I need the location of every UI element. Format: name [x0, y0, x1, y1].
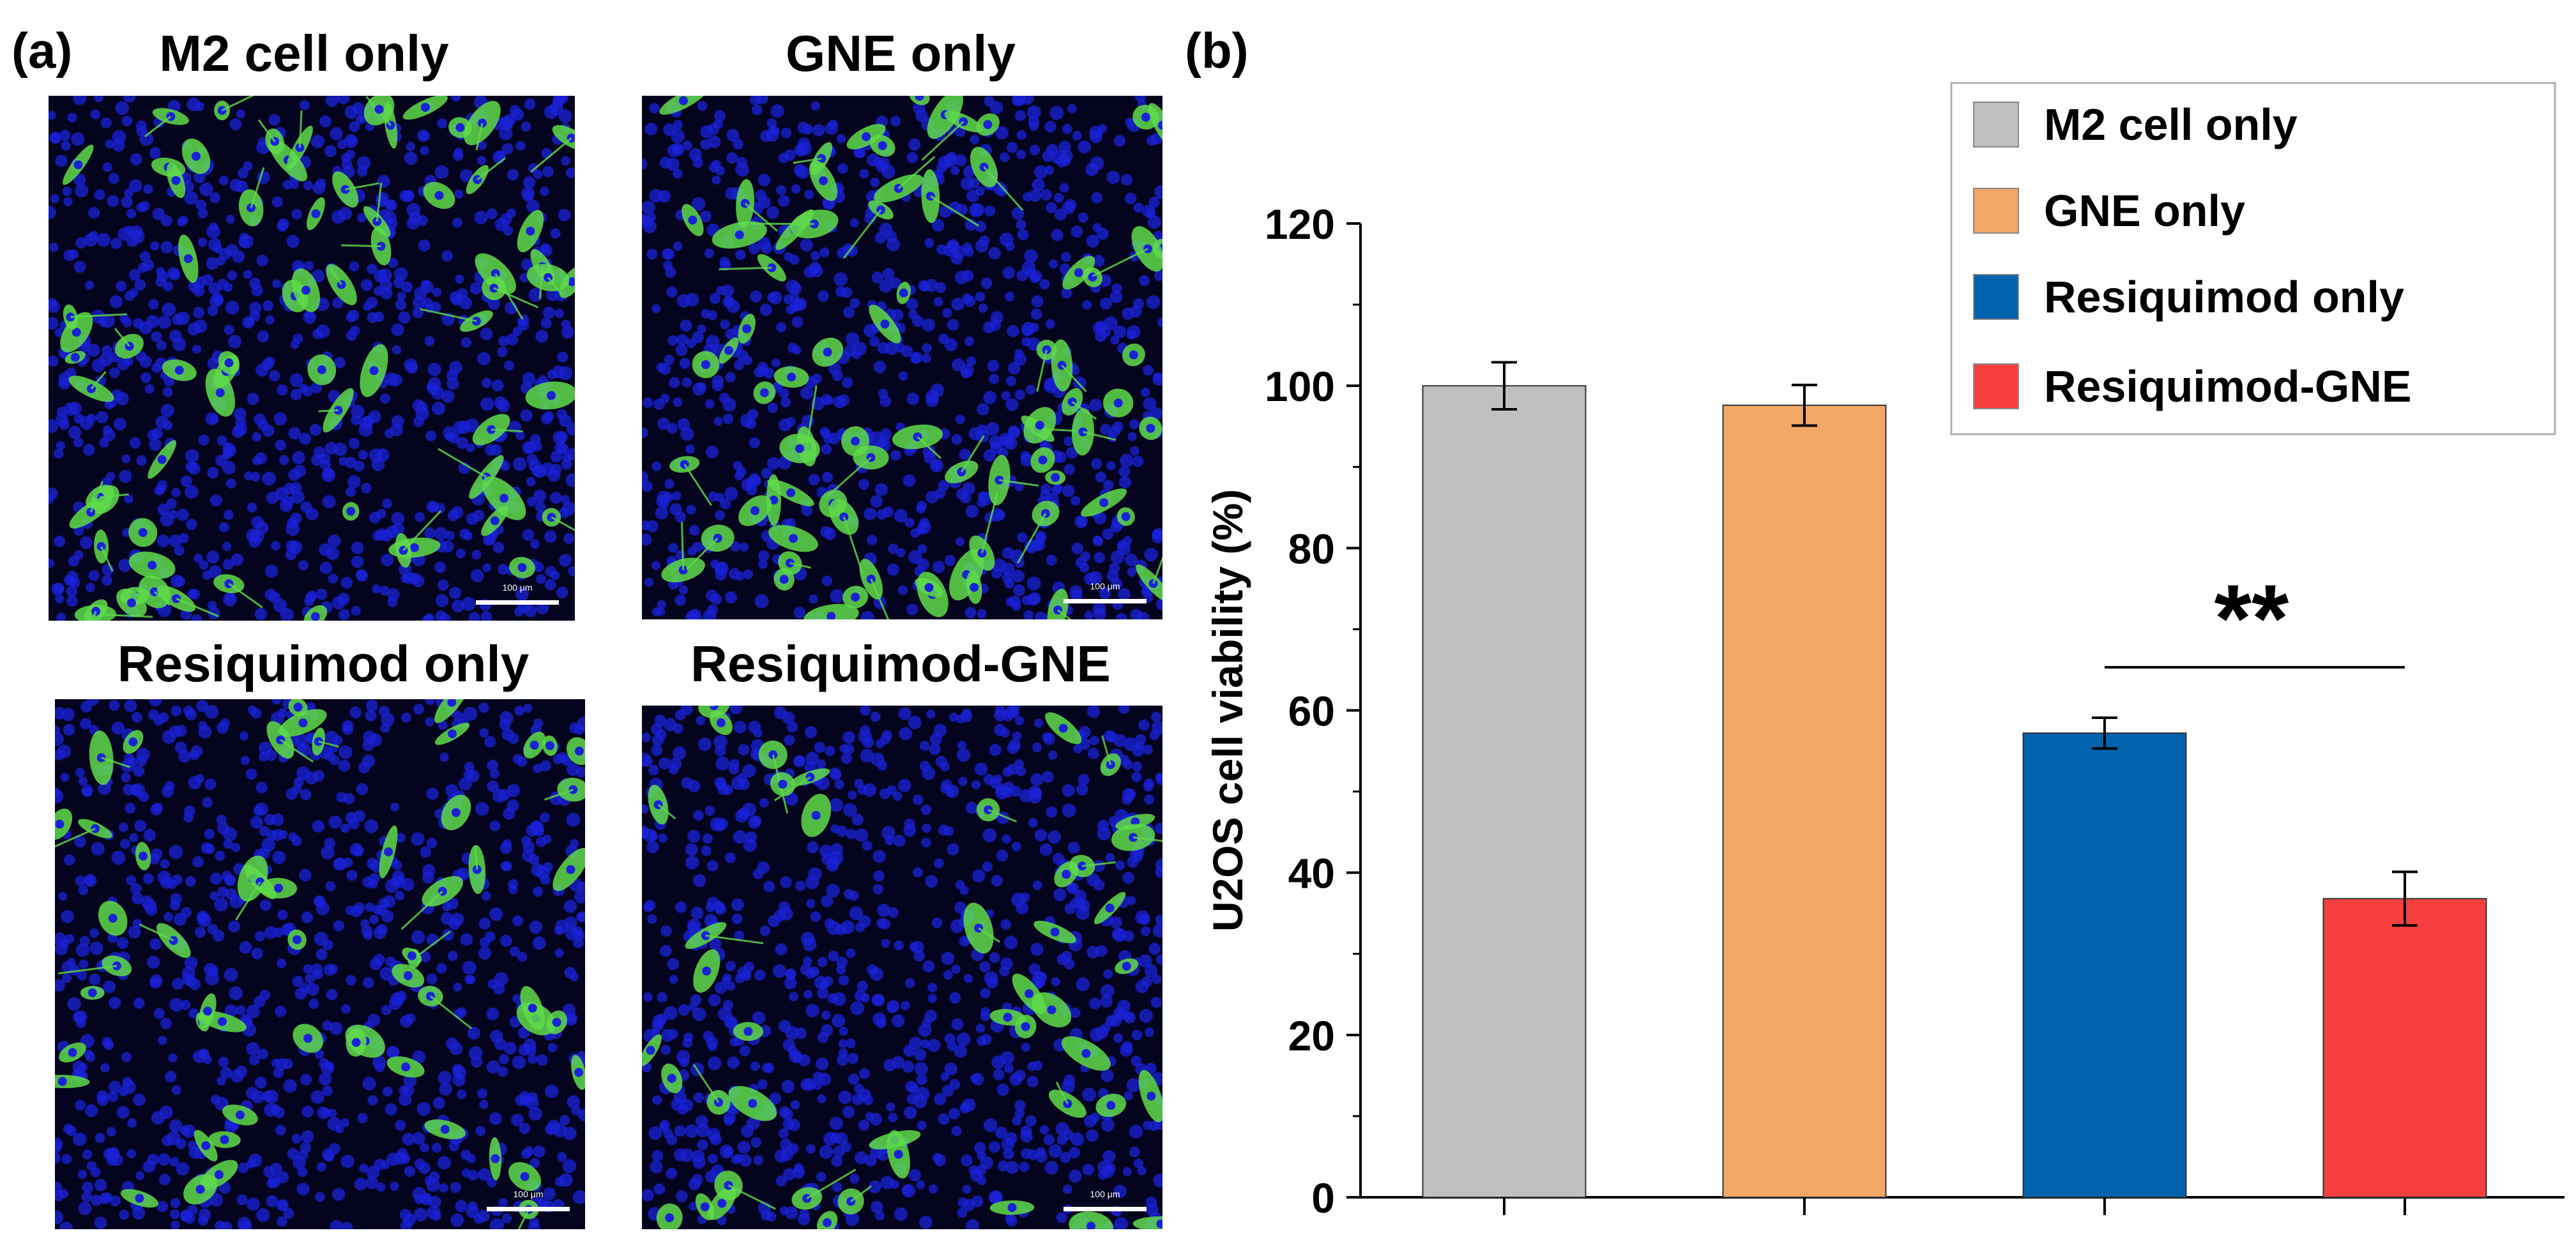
image-title-resiquimod-only: Resiquimod only: [117, 635, 530, 692]
y-tick-label: 40: [1288, 850, 1335, 897]
micrograph-canvas: [642, 96, 1162, 619]
scale-label-2: 100 μm: [1090, 581, 1120, 591]
image-title-m2-cell-only: M2 cell only: [159, 25, 449, 82]
legend-entry: Resiquimod only: [2044, 272, 2404, 322]
legend-entry: Resiquimod-GNE: [2044, 361, 2412, 411]
legend-swatch: [1973, 363, 2019, 409]
scale-bar-4: [1063, 1207, 1147, 1211]
image-title-resiquimod-gne: Resiquimod-GNE: [690, 635, 1111, 692]
y-tick-label: 120: [1265, 201, 1335, 248]
micrograph-canvas: [642, 706, 1162, 1229]
y-tick-label: 0: [1311, 1174, 1335, 1222]
y-tick-label: 100: [1265, 363, 1335, 410]
bar: [1422, 385, 1587, 1199]
legend-entry: GNE only: [2044, 186, 2245, 236]
legend-entry: M2 cell only: [2044, 100, 2298, 149]
y-axis-label: U2OS cell viability (%): [1204, 489, 1251, 932]
significance-label: **: [2214, 564, 2289, 672]
scale-label-1: 100 μm: [502, 582, 533, 593]
scale-label-3: 100 μm: [513, 1189, 544, 1199]
y-tick-label: 20: [1288, 1012, 1335, 1059]
scale-bar-2: [1063, 599, 1147, 603]
micrograph-resiquimod-gne: [642, 706, 1162, 1229]
scale-label-4: 100 μm: [1090, 1189, 1120, 1199]
bar: [2322, 898, 2487, 1199]
legend-swatch: [1973, 102, 2019, 148]
micrograph-resiquimod-only: [55, 699, 585, 1229]
bar: [2022, 732, 2187, 1199]
y-tick-label: 80: [1288, 525, 1335, 572]
micrograph-m2-cell-only: [49, 96, 575, 621]
legend-swatch: [1973, 274, 2019, 320]
micrograph-canvas: [49, 96, 575, 621]
micrograph-canvas: [55, 699, 585, 1229]
bar: [1722, 404, 1887, 1199]
image-title-gne-only: GNE only: [785, 25, 1016, 82]
panel-a-label: (a): [11, 22, 73, 79]
panel-b-label: (b): [1185, 22, 1249, 79]
micrograph-gne-only: [642, 96, 1162, 619]
legend-box: [1950, 82, 2556, 435]
y-tick-label: 60: [1288, 688, 1335, 735]
scale-bar-3: [487, 1207, 570, 1211]
scale-bar-1: [476, 600, 559, 605]
legend-swatch: [1973, 188, 2019, 234]
